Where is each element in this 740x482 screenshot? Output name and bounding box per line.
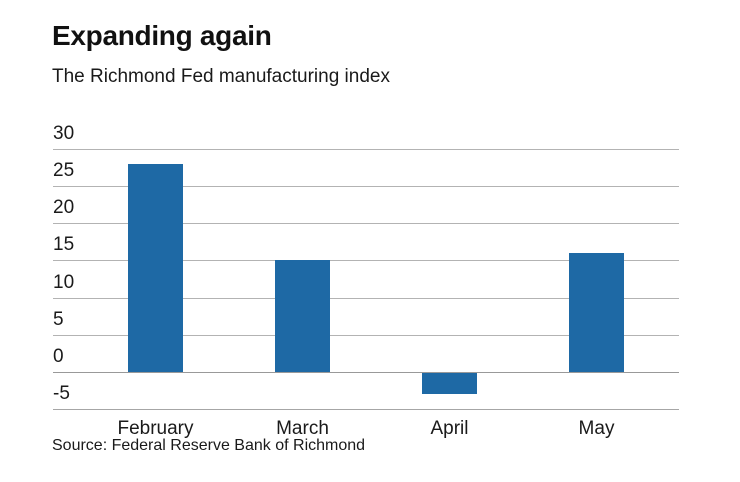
gridline-y-0	[53, 371, 679, 373]
source-text: Source: Federal Reserve Bank of Richmond	[52, 437, 366, 454]
plot-area: 30 25 20 15 10 5 0 -5 February March April May	[53, 124, 679, 439]
y-tick-label-25: 25	[53, 160, 75, 182]
bar-february	[128, 163, 183, 372]
gridline-y-5	[53, 334, 679, 336]
y-tick-label-10: 10	[53, 271, 75, 293]
y-tick-label-5: 5	[53, 308, 64, 330]
gridline-y--5	[53, 409, 679, 410]
gridline-y-20	[53, 223, 679, 225]
y-tick-label-20: 20	[53, 197, 75, 219]
y-tick-label-15: 15	[53, 234, 75, 256]
x-tick-label-february: February	[117, 418, 194, 439]
gridline-y-30	[53, 149, 679, 150]
x-tick-label-april: April	[430, 418, 469, 439]
x-tick-label-may: May	[578, 418, 615, 439]
gridline-y-25	[53, 186, 679, 188]
gridline-y-15	[53, 260, 679, 262]
y-tick-label-30: 30	[53, 123, 75, 144]
page-title: Expanding again	[52, 20, 272, 51]
bar-april	[422, 372, 477, 395]
y-tick-label-0: 0	[53, 345, 64, 367]
page-subtitle: The Richmond Fed manufacturing index	[52, 66, 390, 87]
bar-march	[275, 260, 330, 372]
x-tick-label-march: March	[276, 418, 329, 439]
bar-may	[569, 253, 624, 372]
gridline-y-10	[53, 297, 679, 299]
y-tick-label--5: -5	[53, 383, 70, 404]
